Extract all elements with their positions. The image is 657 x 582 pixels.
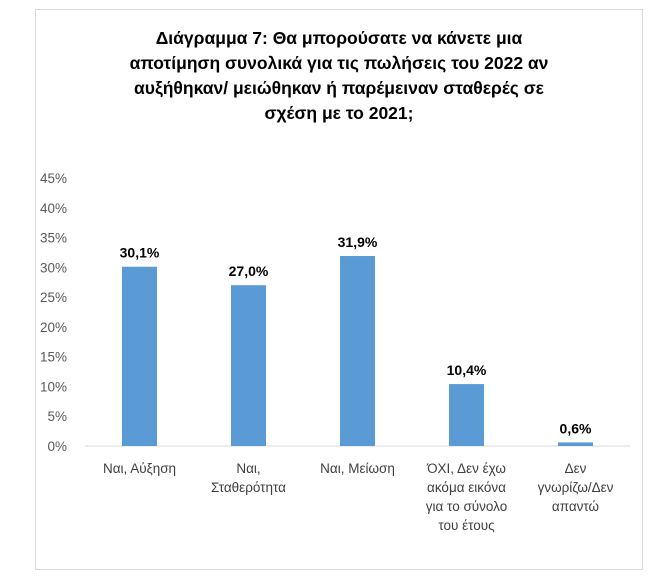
category-label: Ναι, Μείωση <box>302 459 414 478</box>
chart-title-line: σχέση με το 2021; <box>264 103 414 123</box>
data-label: 0,6% <box>560 420 592 436</box>
bar <box>340 256 375 446</box>
bar <box>449 384 484 446</box>
category-label-line: Δεν <box>564 461 587 476</box>
y-tick-label: 40% <box>40 201 67 216</box>
y-tick-label: 25% <box>40 290 67 305</box>
category-label: ΌΧΙ, Δεν έχω ακόμα εικόνα για το σύνολο του… <box>411 459 523 535</box>
bar <box>122 266 157 446</box>
chart-title: Διάγραμμα 7: Θα μπορούσατε να κάνετε μια… <box>36 26 642 126</box>
chart-frame <box>35 9 643 570</box>
category-label-line: του έτους <box>438 518 495 533</box>
chart-title-line: αποτίμηση συνολικά για τις πωλήσεις του … <box>129 53 549 73</box>
y-tick-label: 10% <box>40 379 67 394</box>
category-label-line: γνωρίζω/Δεν <box>537 480 614 495</box>
chart-title-line: αυξήθηκαν/ μειώθηκαν ή παρέμειναν σταθερ… <box>134 78 544 98</box>
category-label-line: Σταθερότητα <box>211 480 286 495</box>
category-label-line: απαντώ <box>551 499 600 514</box>
data-label: 30,1% <box>120 245 160 261</box>
data-label: 27,0% <box>229 263 269 279</box>
category-label-line: Ναι, Μείωση <box>320 461 395 476</box>
category-label: Ναι, Αύξηση <box>84 459 196 478</box>
data-label: 10,4% <box>447 362 487 378</box>
y-tick-label: 15% <box>40 350 67 365</box>
bar <box>558 442 593 446</box>
chart-title-line: Διάγραμμα 7: Θα μπορούσατε να κάνετε μια <box>155 28 523 48</box>
category-label: Δεν γνωρίζω/Δεν απαντώ <box>520 459 632 516</box>
category-label-line: ΌΧΙ, Δεν έχω <box>427 461 506 476</box>
y-tick-label: 5% <box>47 409 67 424</box>
y-tick-label: 20% <box>40 320 67 335</box>
y-tick-label: 0% <box>47 439 67 454</box>
bar <box>231 285 266 446</box>
category-label-line: ακόμα εικόνα <box>427 480 506 495</box>
category-label-line: για το σύνολο <box>425 499 508 514</box>
data-label: 31,9% <box>338 234 378 250</box>
category-label-line: Ναι, <box>236 461 261 476</box>
y-tick-label: 30% <box>40 260 67 275</box>
y-tick-label: 35% <box>40 231 67 246</box>
y-tick-label: 45% <box>40 171 67 186</box>
category-label: Ναι, Σταθερότητα <box>193 459 305 497</box>
category-label-line: Ναι, Αύξηση <box>102 461 177 476</box>
